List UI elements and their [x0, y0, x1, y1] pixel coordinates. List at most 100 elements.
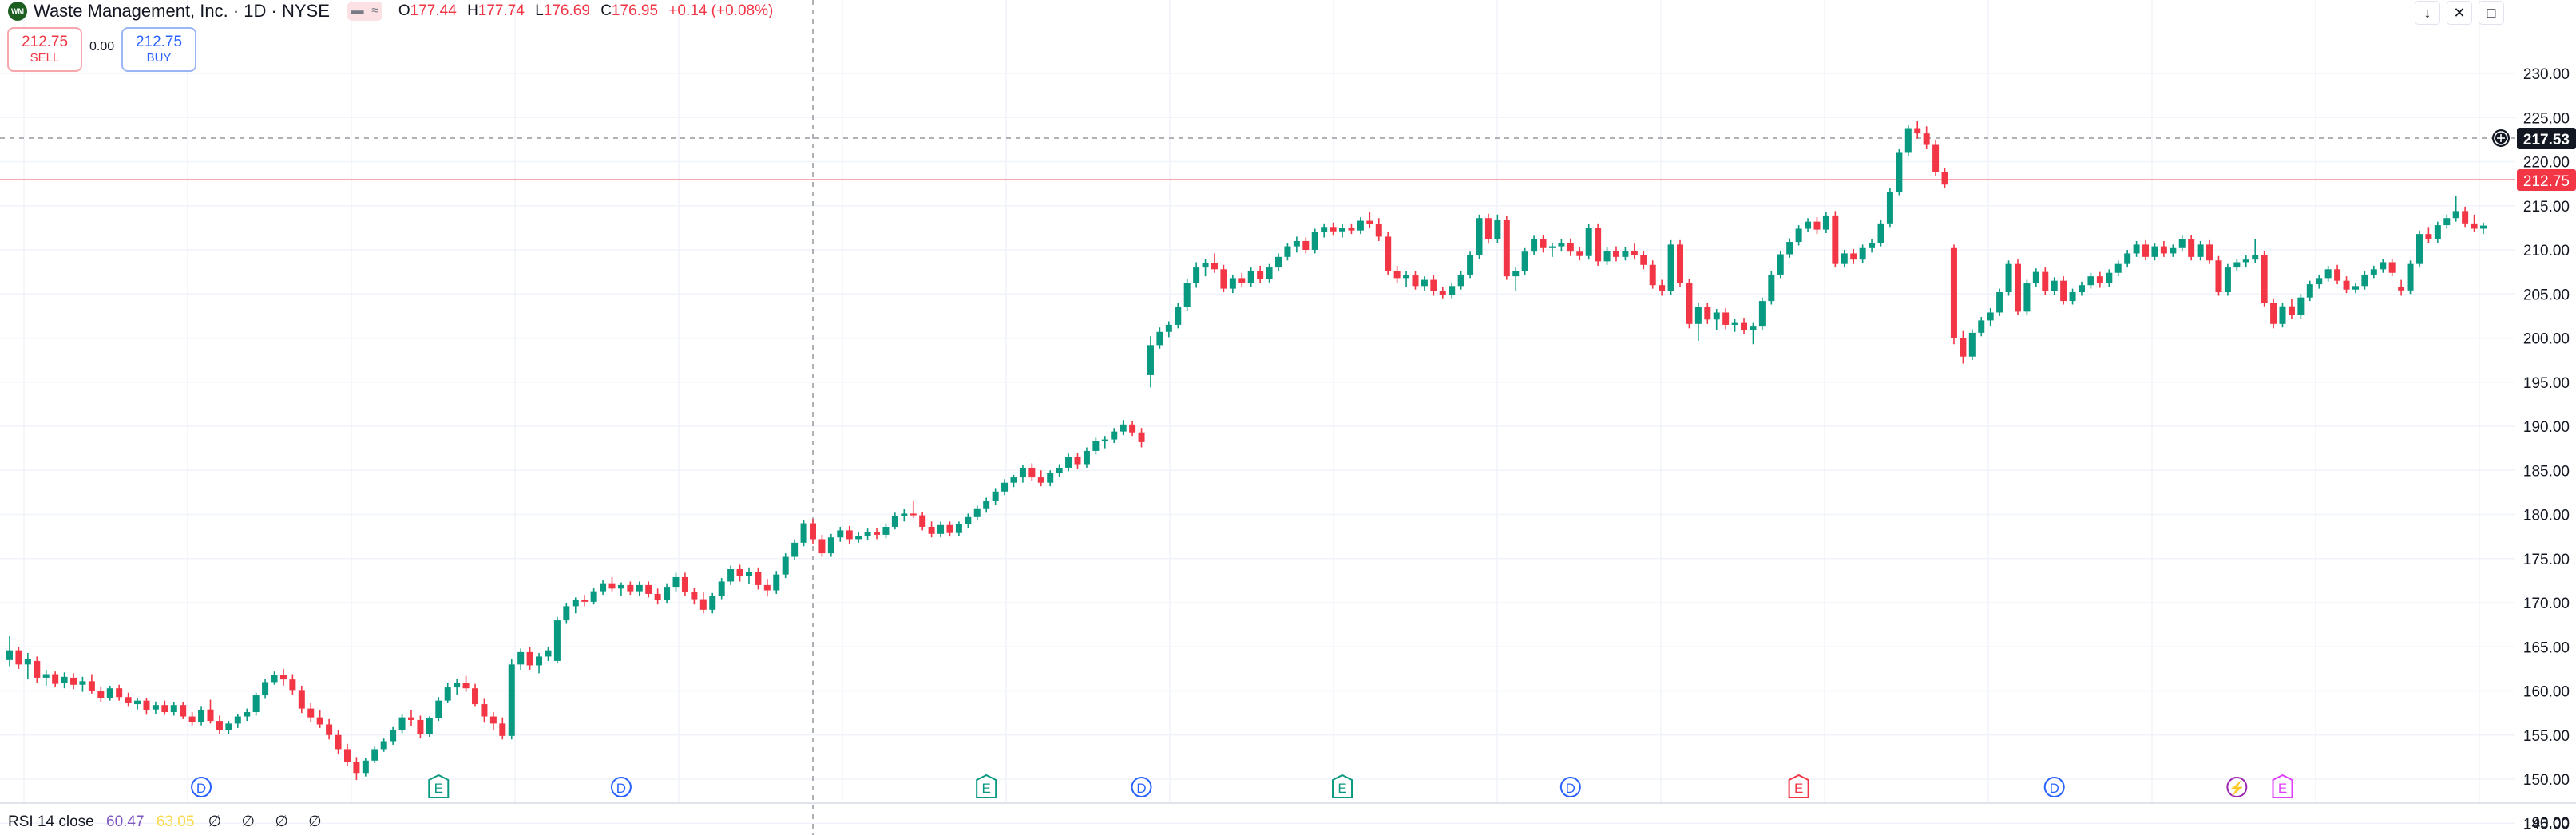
candle: [24, 652, 31, 679]
candle: [1649, 260, 1656, 289]
candle: [736, 564, 743, 582]
arrow-down-icon[interactable]: ↓: [2415, 1, 2440, 25]
candle: [1805, 218, 1812, 232]
sell-button[interactable]: 212.75 SELL: [7, 27, 82, 72]
split-marker[interactable]: ⚡: [2226, 777, 2248, 797]
candle: [755, 567, 762, 590]
candle-body: [343, 749, 351, 763]
candle: [481, 698, 488, 723]
candle-body: [1175, 307, 1182, 325]
price-axis[interactable]: 230.00 225.00 220.00 215.00 210.00 205.00 200.…: [2523, 66, 2570, 833]
candle: [864, 528, 871, 540]
candle: [672, 572, 680, 592]
candle: [2388, 259, 2396, 277]
company-logo: WM: [8, 2, 27, 21]
candle: [563, 603, 570, 624]
dividend-marker[interactable]: D: [191, 777, 212, 797]
add-alert-icon[interactable]: [2492, 129, 2510, 147]
fullscreen-icon[interactable]: □: [2479, 1, 2504, 25]
svg-text:D: D: [1136, 781, 1146, 796]
event-markers[interactable]: D E D E D E D E D ⚡ E: [191, 774, 2293, 798]
candle: [2032, 268, 2039, 287]
candle-body: [1494, 220, 1501, 239]
candle-body: [581, 600, 589, 602]
candle: [15, 647, 22, 669]
candle: [2288, 299, 2295, 319]
candle-body: [2032, 271, 2039, 283]
candle: [6, 635, 13, 667]
candle: [1914, 121, 1921, 139]
candle-body: [1595, 228, 1602, 262]
candle-body: [1805, 221, 1812, 229]
dividend-marker[interactable]: D: [1131, 777, 1152, 797]
candle-body: [1211, 263, 1218, 270]
candle-body: [2206, 244, 2213, 261]
buy-button[interactable]: 212.75 BUY: [121, 27, 196, 72]
candle: [1302, 237, 1310, 254]
candle-body: [252, 695, 260, 713]
candle: [763, 579, 771, 597]
earnings-marker[interactable]: E: [1332, 774, 1353, 798]
rsi-legend[interactable]: RSI 14 close 60.47 63.05 ∅ ∅ ∅ ∅: [8, 813, 330, 831]
candle-body: [1741, 322, 1748, 330]
candle-body: [2462, 211, 2469, 224]
candle-body: [1950, 247, 1957, 338]
symbol-title[interactable]: Waste Management, Inc. · 1D · NYSE: [34, 1, 330, 21]
dividend-marker[interactable]: D: [2043, 777, 2065, 797]
candle: [699, 592, 707, 614]
candle-body: [2334, 269, 2341, 281]
candle: [818, 534, 826, 557]
candle-body: [1056, 467, 1063, 473]
candle-body: [2023, 283, 2031, 312]
candle: [1266, 263, 1273, 283]
earnings-marker[interactable]: E: [1788, 774, 1809, 798]
candle: [1850, 248, 1857, 264]
dividend-marker[interactable]: D: [1559, 777, 1581, 797]
candle-body: [1886, 192, 1893, 224]
candle: [1941, 168, 1948, 188]
earnings-marker[interactable]: E: [428, 774, 450, 798]
candle: [973, 505, 981, 521]
rsi-value: 60.47: [106, 813, 145, 830]
candle-body: [1403, 275, 1410, 279]
candle-body: [1722, 312, 1730, 325]
candle: [2242, 255, 2249, 268]
change-value: +0.14 (+0.08%): [668, 2, 774, 19]
candle: [1348, 223, 1355, 235]
candle-body: [1713, 312, 1720, 320]
candle-body: [2151, 246, 2158, 257]
candle: [88, 674, 95, 694]
candle-body: [2215, 260, 2222, 293]
candle-body: [170, 705, 177, 713]
candle-body: [298, 690, 305, 709]
candle-body: [1978, 320, 1985, 333]
candle-body: [1430, 279, 1437, 291]
compare-toggle[interactable]: ▬ ≈: [347, 2, 382, 21]
candle-body: [718, 581, 725, 596]
price-tick-label: 200.00: [2523, 331, 2570, 348]
earnings-marker[interactable]: E: [2272, 774, 2293, 798]
candle-body: [2170, 247, 2177, 254]
candle: [1777, 251, 1784, 279]
buy-label: BUY: [146, 51, 172, 65]
candle-body: [1476, 218, 1483, 255]
rsi-na-values: ∅ ∅ ∅ ∅: [208, 813, 330, 830]
candle-body: [462, 683, 470, 689]
candle: [983, 497, 990, 513]
candle: [1686, 279, 1693, 329]
candle: [2042, 267, 2049, 295]
candle-body: [1339, 228, 1346, 232]
candle: [52, 671, 59, 688]
candle-body: [1877, 223, 1884, 243]
collapse-icon[interactable]: ✕: [2447, 1, 2472, 25]
candle-body: [316, 717, 323, 725]
candle-body: [672, 576, 680, 588]
candle: [654, 588, 661, 605]
candle-body: [1183, 283, 1191, 307]
candle: [1138, 428, 1145, 448]
candle: [2005, 260, 2012, 296]
svg-text:E: E: [982, 781, 991, 796]
dividend-marker[interactable]: D: [610, 777, 632, 797]
earnings-marker[interactable]: E: [976, 774, 997, 798]
